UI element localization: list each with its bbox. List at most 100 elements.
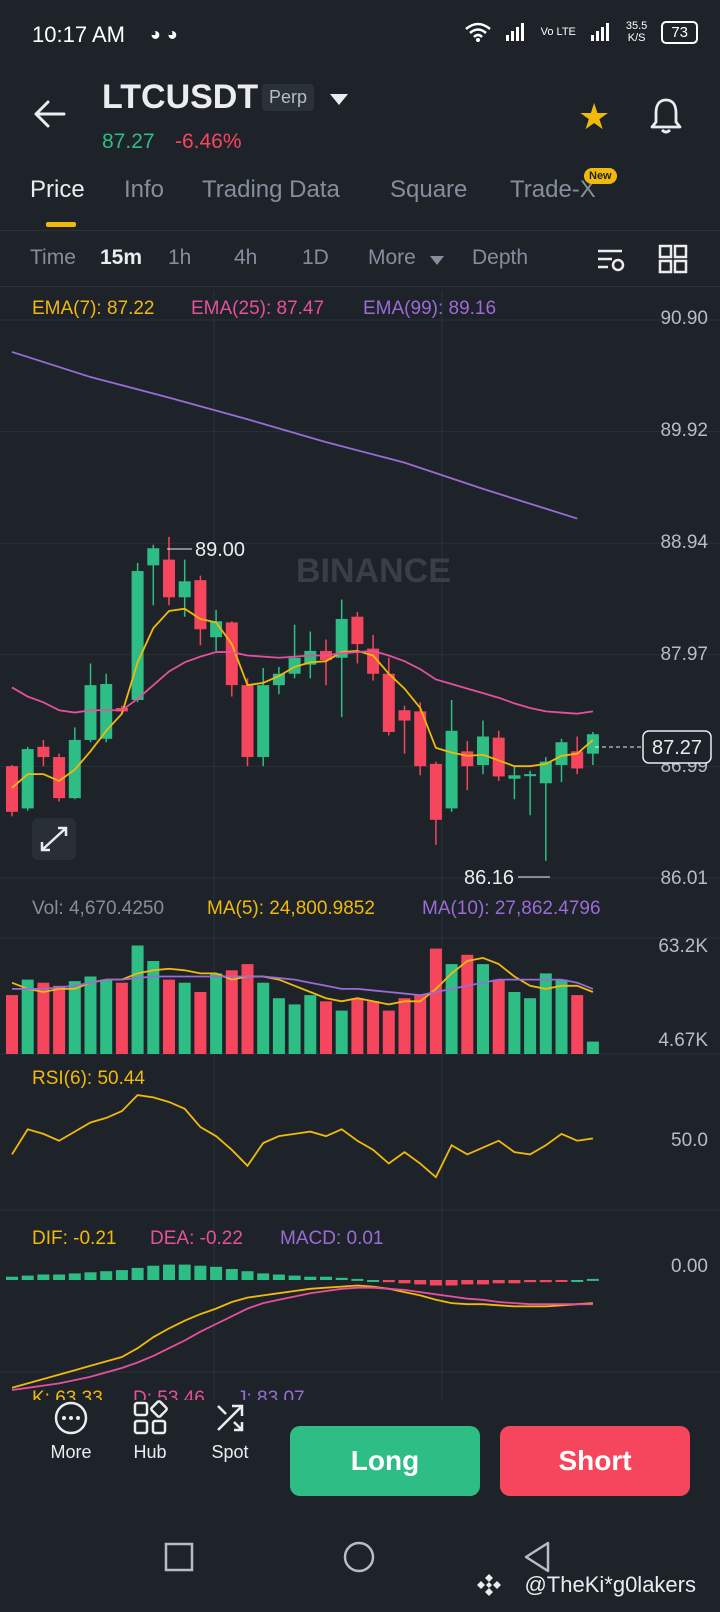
contract-type-badge[interactable]: Perp [262,84,315,111]
favorite-star-icon[interactable]: ★ [578,96,611,137]
volume-bar [21,979,34,1054]
dif-label: DIF: -0.21 [32,1228,116,1249]
volume-bar [445,964,458,1054]
tf-1h[interactable]: 1h [168,246,192,269]
recents-square-icon[interactable] [164,1542,194,1572]
candle [147,548,160,566]
volume-bar [398,998,411,1054]
tf-more[interactable]: More [368,246,416,269]
volume-bar [351,998,364,1054]
volume-bar [257,982,270,1054]
ema7-label: EMA(7): 87.22 [32,298,155,319]
volume-bar [131,945,144,1054]
tf-depth[interactable]: Depth [472,246,529,269]
volume-bar [461,954,474,1054]
tf-time[interactable]: Time [30,246,76,269]
author-watermark: @TheKi*g0lakers [524,1572,696,1597]
nav-hub-label: Hub [133,1442,167,1462]
bell-icon[interactable] [648,96,684,136]
candle [131,571,144,700]
nav-spot[interactable]: Spot [195,1400,265,1463]
candlestick-chart[interactable]: BINANCE EMA(7): 87.22 EMA(25): 87.47 EMA… [0,0,720,1400]
volume-bar [241,964,254,1054]
candle [272,673,285,686]
tf-4h[interactable]: 4h [234,246,258,269]
candle [461,751,474,767]
current-price-tag [642,730,712,764]
vol-tick: 63.2K [658,936,708,957]
tab-price[interactable]: Price [30,176,85,203]
chevron-down-icon[interactable] [330,94,348,105]
macd-hist-bar [445,1280,458,1286]
price-change: -6.46% [175,130,242,153]
tab-trading-data[interactable]: Trading Data [202,176,340,203]
macd-hist-bar [304,1276,317,1280]
macd-pane [6,1264,599,1391]
candle [37,746,50,758]
symbol-title[interactable]: LTCUSDT [102,78,259,116]
more-caret-icon[interactable] [430,256,444,265]
volume-bar [335,1010,348,1054]
candle [398,710,411,721]
candle [492,737,505,777]
candle [288,657,301,674]
candle [257,685,270,758]
candle [84,685,97,740]
volume-bar [147,961,160,1054]
tab-square[interactable]: Square [390,176,468,203]
volume-bar [539,973,552,1054]
macd-hist-bar [163,1264,175,1280]
volume-bar [84,976,97,1054]
volume-bar [524,998,537,1054]
macd-hist-bar [571,1280,584,1282]
home-circle-icon[interactable] [342,1540,376,1574]
candle [6,766,18,812]
k-label: K: 63.33 [32,1388,103,1400]
timeframe-bar: Time 15m 1h 4h 1D More Depth [0,236,720,287]
tf-1d[interactable]: 1D [302,246,329,269]
tab-trade-x[interactable]: Trade-X [510,176,596,203]
back-arrow-icon[interactable] [30,96,70,132]
net-speed-value: 35.5 [625,20,648,32]
j-label: J: 83.07 [237,1388,305,1400]
macd-hist-bar [37,1274,50,1280]
macd-hist-bar [382,1280,395,1283]
ema25-label: EMA(25): 87.47 [191,298,324,319]
candle [163,559,175,598]
tab-info[interactable]: Info [124,176,165,203]
volume-bar [178,982,191,1054]
macd-hist-bar [367,1280,380,1282]
tf-15m[interactable]: 15m [100,246,143,269]
indicator-settings-icon[interactable] [596,246,626,274]
more-dots-icon [54,1401,88,1435]
nav-hub[interactable]: Hub [115,1400,185,1463]
candles [6,536,599,861]
macd-hist-bar [461,1280,474,1285]
layout-grid-icon[interactable] [658,244,688,274]
nav-more[interactable]: More [36,1400,106,1463]
vol-label: Vol: 4,670.4250 [32,898,164,919]
macd-hist-bar [320,1276,332,1280]
rsi-line [11,1094,594,1179]
candle [194,580,207,630]
high-marker: 89.00 [195,539,245,561]
short-button[interactable]: Short [500,1426,690,1496]
volume-bar [53,985,66,1054]
macd-label: MACD: 0.01 [280,1228,383,1249]
back-triangle-icon[interactable] [522,1540,552,1574]
macd-hist-bar [398,1280,411,1284]
rsi-tick: 50.0 [671,1130,708,1151]
volume-bar [571,995,584,1054]
candle [304,650,317,665]
expand-icon[interactable] [32,818,76,860]
macd-hist-bar [21,1275,34,1280]
candle [100,684,113,739]
macd-hist-bar [288,1275,301,1280]
long-button[interactable]: Long [290,1426,480,1496]
macd-hist-bar [508,1280,521,1284]
hub-icon [133,1400,168,1435]
price-tick: 86.01 [660,868,708,889]
binance-logo-icon [477,1574,501,1596]
vol-tick: 4.67K [658,1030,708,1051]
macd-hist-bar [429,1280,442,1286]
